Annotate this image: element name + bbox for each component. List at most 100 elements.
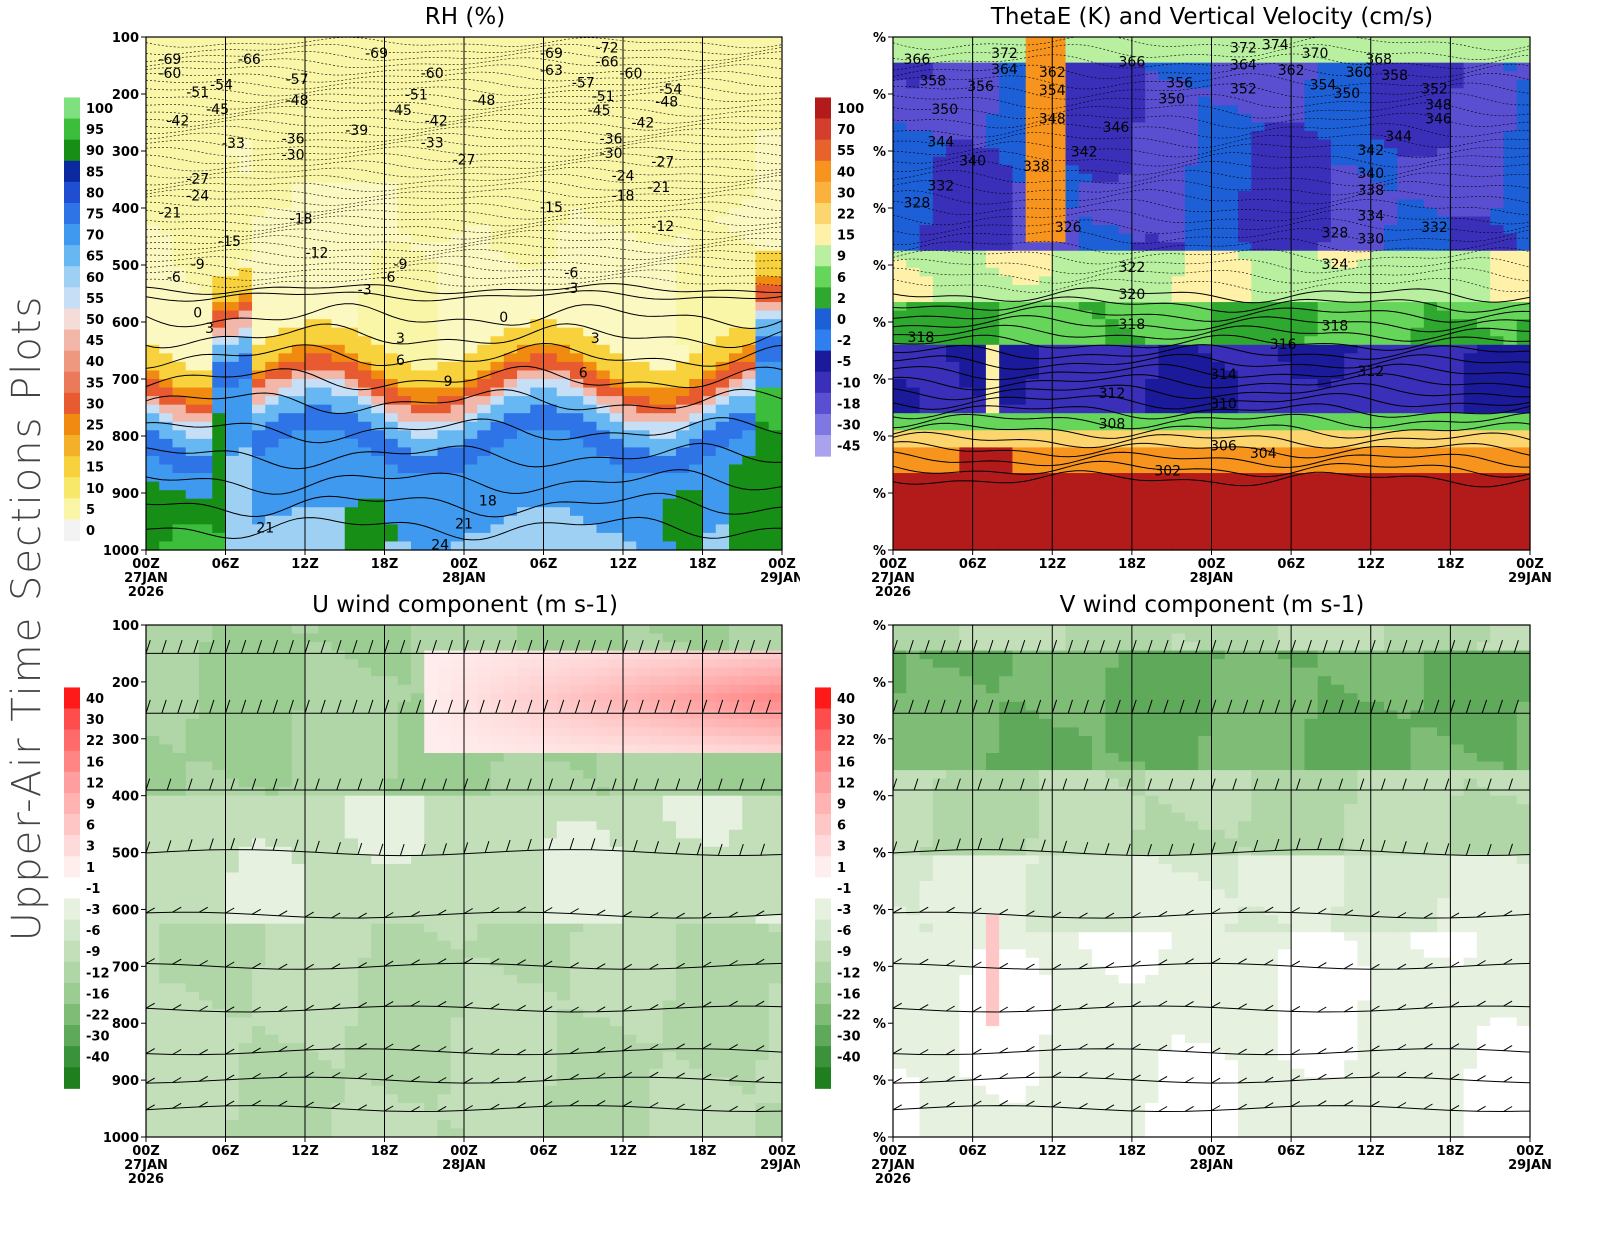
field-cell [986, 499, 1000, 508]
field-cell [756, 516, 770, 525]
field-cell [146, 182, 160, 191]
field-cell [610, 259, 624, 268]
field-cell [345, 456, 359, 465]
field-cell [226, 182, 240, 191]
field-cell [893, 97, 907, 106]
field-cell [239, 353, 253, 362]
field-cell [424, 217, 438, 226]
field-cell [292, 473, 306, 482]
field-cell [199, 37, 213, 46]
field-cell [226, 533, 240, 542]
field-cell [742, 242, 756, 251]
field-cell [146, 123, 160, 132]
field-cell [1185, 294, 1199, 303]
field-cell [1119, 191, 1133, 200]
field-cell [756, 499, 770, 508]
field-cell [424, 165, 438, 174]
field-cell [411, 302, 425, 311]
field-cell [491, 174, 505, 183]
field-cell [1145, 541, 1159, 550]
field-cell [1039, 276, 1053, 285]
field-cell [1225, 388, 1239, 397]
field-cell [676, 430, 690, 439]
field-cell [504, 294, 518, 303]
field-cell [570, 242, 584, 251]
field-cell [729, 268, 743, 277]
field-cell [491, 396, 505, 405]
field-cell [597, 259, 611, 268]
field-cell [1185, 456, 1199, 465]
field-cell [1145, 71, 1159, 80]
field-cell [265, 251, 279, 260]
field-cell [1251, 208, 1265, 217]
field-cell [199, 388, 213, 397]
field-cell [212, 456, 226, 465]
field-cell [358, 311, 372, 320]
field-cell [636, 507, 650, 516]
colorbar-label: 40 [86, 355, 104, 370]
field-cell [946, 388, 960, 397]
field-cell [504, 516, 518, 525]
field-cell [1185, 388, 1199, 397]
field-cell [292, 524, 306, 533]
field-cell [650, 276, 664, 285]
field-cell [597, 208, 611, 217]
field-cell [318, 199, 332, 208]
field-cell [1066, 174, 1080, 183]
field-cell [973, 336, 987, 345]
field-cell [199, 439, 213, 448]
field-cell [663, 370, 677, 379]
field-cell [212, 199, 226, 208]
field-cell [371, 439, 385, 448]
field-cell [438, 456, 452, 465]
field-cell [703, 182, 717, 191]
field-cell [1198, 199, 1212, 208]
field-cell [332, 276, 346, 285]
field-cell [1079, 268, 1093, 277]
field-cell [742, 328, 756, 337]
field-cell [544, 157, 558, 166]
field-cell [504, 71, 518, 80]
field-cell [371, 80, 385, 89]
field-cell [893, 259, 907, 268]
contour-label: -63 [540, 63, 563, 79]
field-cell [1291, 157, 1305, 166]
field-cell [477, 80, 491, 89]
field-cell [477, 54, 491, 63]
field-cell [1198, 182, 1212, 191]
field-cell [1039, 507, 1053, 516]
field-cell [371, 302, 385, 311]
field-cell [610, 473, 624, 482]
field-cell [159, 242, 173, 251]
field-cell [597, 490, 611, 499]
field-cell [159, 174, 173, 183]
field-cell [212, 63, 226, 72]
field-cell [491, 430, 505, 439]
field-cell [906, 71, 920, 80]
field-cell [1119, 71, 1133, 80]
field-cell [544, 473, 558, 482]
field-cell [159, 490, 173, 499]
field-cell [703, 328, 717, 337]
field-cell [1158, 541, 1172, 550]
field-cell [530, 268, 544, 277]
field-cell [451, 379, 465, 388]
field-cell [557, 362, 571, 371]
field-cell [1039, 242, 1053, 251]
field-cell [371, 507, 385, 516]
field-cell [1066, 88, 1080, 97]
field-cell [959, 490, 973, 499]
colorbar-swatch [64, 97, 80, 119]
field-cell [663, 439, 677, 448]
field-cell [769, 396, 783, 405]
field-cell [146, 285, 160, 294]
field-cell [1026, 268, 1040, 277]
field-cell [1172, 131, 1186, 140]
field-cell [279, 242, 293, 251]
field-cell [530, 482, 544, 491]
field-cell [1158, 516, 1172, 525]
field-cell [756, 242, 770, 251]
field-cell [597, 191, 611, 200]
field-cell [933, 234, 947, 243]
field-cell [1212, 174, 1226, 183]
